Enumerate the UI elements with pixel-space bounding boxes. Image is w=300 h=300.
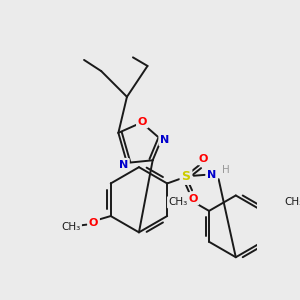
Text: S: S [182,170,190,183]
Text: O: O [199,154,208,164]
Text: N: N [207,170,216,180]
Text: CH₃: CH₃ [284,197,300,207]
Text: O: O [89,218,98,228]
Text: N: N [119,160,128,170]
Text: H: H [222,165,230,175]
Text: O: O [188,194,198,204]
Text: O: O [138,117,147,127]
Text: CH₃: CH₃ [61,222,81,232]
Text: N: N [160,135,169,145]
Text: CH₃: CH₃ [168,197,187,207]
